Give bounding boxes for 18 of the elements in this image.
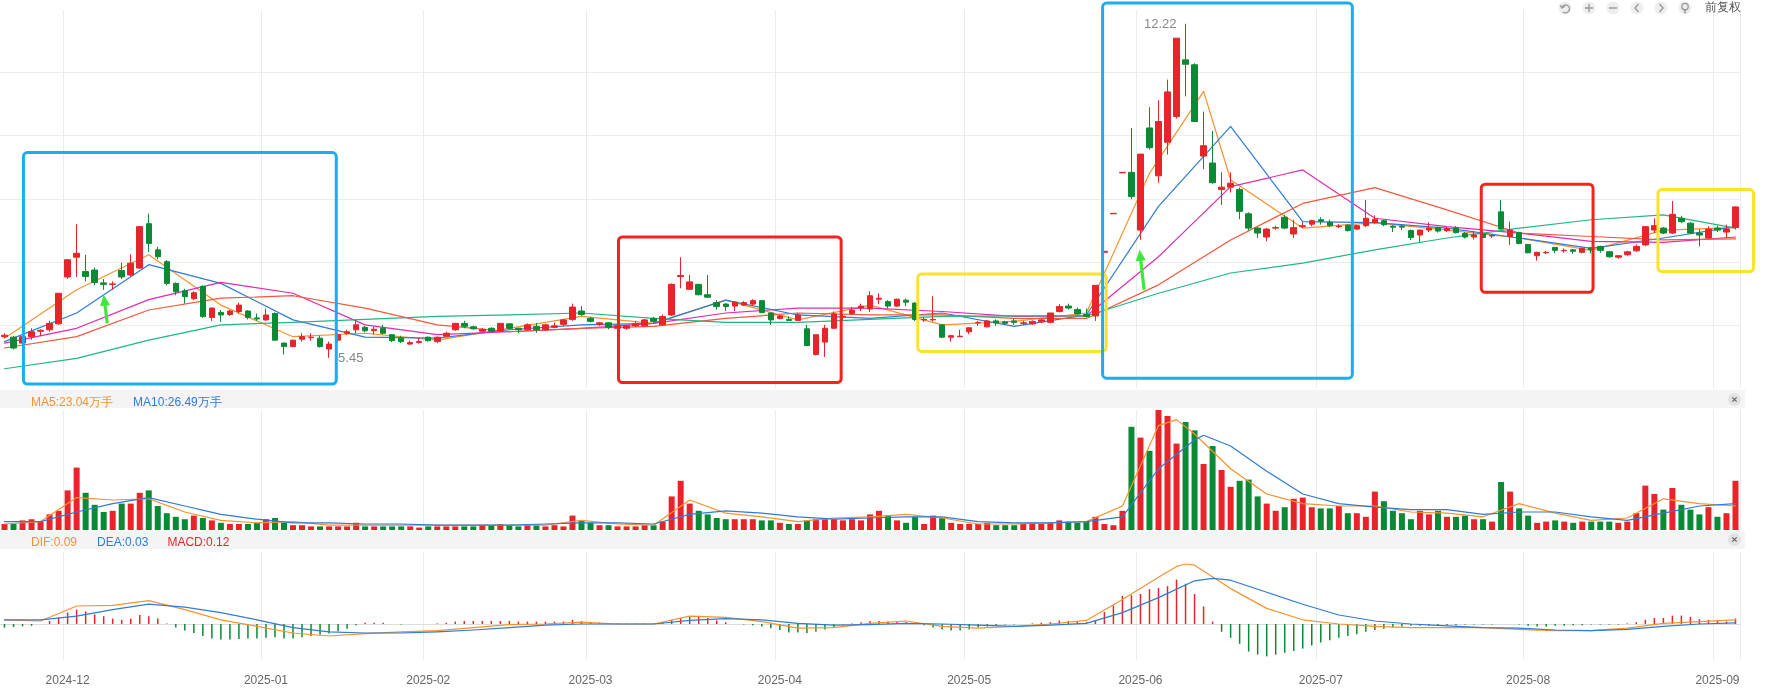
x-tick-label: 2025-01 bbox=[243, 673, 289, 687]
x-tick-label: 2025-04 bbox=[757, 673, 803, 687]
x-tick-label: 2025-07 bbox=[1298, 673, 1344, 687]
text: DEA:0.03 bbox=[97, 535, 149, 549]
x-tick-label: 2025-03 bbox=[568, 673, 613, 687]
x-tick-label: 2025-02 bbox=[406, 673, 451, 687]
x-tick-label: 2025-08 bbox=[1506, 673, 1551, 687]
annotation: 12.22 bbox=[1144, 16, 1177, 32]
x-tick-label: 2025-09 bbox=[1695, 673, 1740, 687]
text: DIF:0.09 bbox=[31, 535, 78, 549]
text: MACD:0.12 bbox=[167, 535, 230, 549]
x-tick-label: 2024-12 bbox=[45, 673, 90, 687]
x-tick-label: 2025-05 bbox=[947, 673, 992, 687]
annotation: 前复权 bbox=[1705, 0, 1741, 14]
text: MA10:26.49万手 bbox=[133, 395, 222, 409]
text: MA5:23.04万手 bbox=[31, 395, 114, 409]
x-tick-label: 2025-06 bbox=[1118, 673, 1163, 687]
annotation: 5.45 bbox=[338, 350, 364, 366]
